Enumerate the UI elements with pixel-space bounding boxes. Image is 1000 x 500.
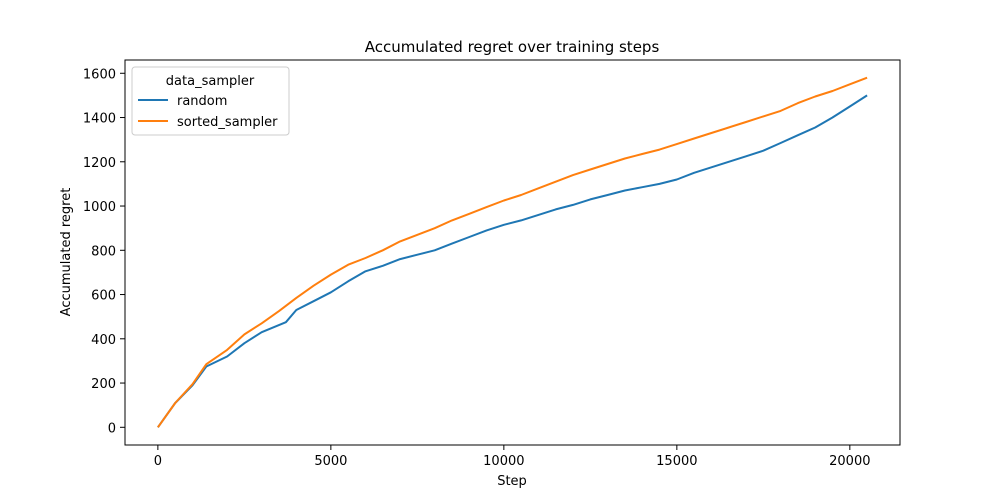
x-tick-label: 15000 [656,454,697,469]
y-tick-label: 800 [91,244,116,259]
x-axis: 0 5000 10000 15000 20000 [154,445,871,469]
x-tick-label: 20000 [829,454,870,469]
y-tick-label: 1200 [83,156,116,171]
series-line-sorted-sampler [157,76,868,428]
legend-title: data_sampler [166,74,255,89]
legend-label-random: random [177,94,227,109]
y-tick-label: 400 [91,333,116,348]
y-tick-label: 1000 [83,200,116,215]
x-tick-label: 10000 [483,454,524,469]
y-axis: 0 200 400 600 800 1000 1200 1400 1600 [83,67,125,436]
y-tick-label: 600 [91,289,116,304]
x-tick-label: 0 [154,454,162,469]
legend: data_sampler random sorted_sampler [131,66,290,136]
y-tick-label: 1400 [83,112,116,127]
legend-label-sorted-sampler: sorted_sampler [177,115,278,130]
series-line-random [157,94,868,428]
y-axis-label: Accumulated regret [59,188,74,317]
y-tick-label: 1600 [83,67,116,82]
x-tick-label: 5000 [314,454,347,469]
series-lines [157,76,868,428]
x-axis-label: Step [497,474,527,489]
plot-frame [124,59,901,446]
chart-title: Accumulated regret over training steps [365,38,660,56]
y-tick-label: 200 [91,377,116,392]
legend-box [131,66,290,136]
y-tick-label: 0 [108,421,116,436]
